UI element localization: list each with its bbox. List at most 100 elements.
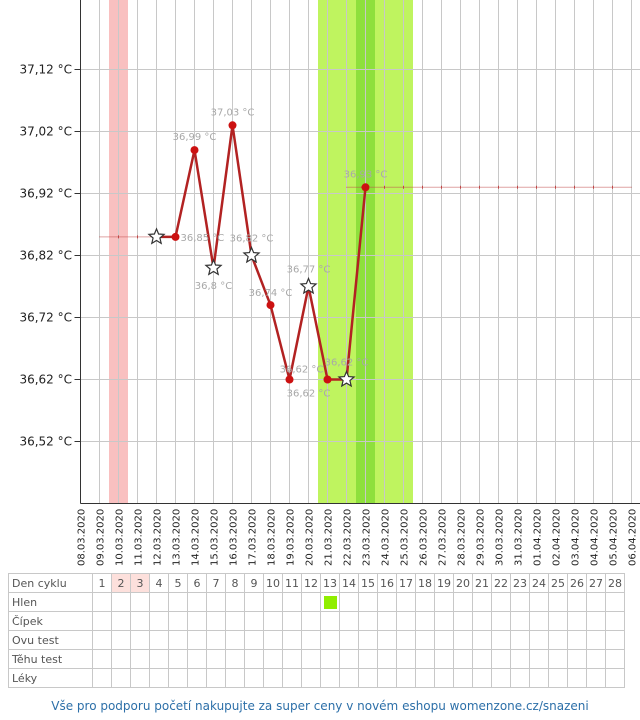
y-tick-label: 36,92 °C [19, 187, 72, 201]
temperature-data-label: 37,03 °C [211, 107, 255, 118]
cycle-day-cell: 1 [92, 573, 112, 593]
cycle-entry-cell [434, 592, 454, 612]
x-tick-label: 11.03.2020 [134, 509, 145, 566]
cycle-entry-cell [529, 592, 549, 612]
cycle-entry-cell [187, 630, 207, 650]
cycle-entry-cell [320, 630, 340, 650]
y-tick-label: 36,72 °C [19, 311, 72, 325]
cycle-day-cell: 16 [377, 573, 397, 593]
mucus-mark [323, 595, 337, 609]
cycle-entry-cell [263, 649, 283, 669]
cycle-day-cell: 27 [586, 573, 606, 593]
cycle-entry-cell [168, 630, 188, 650]
cycle-day-cell: 23 [510, 573, 530, 593]
temperature-data-label: 36,62 °C [287, 389, 331, 400]
cycle-entry-cell [548, 649, 568, 669]
cycle-entry-cell [301, 630, 321, 650]
x-tick-label: 05.04.2020 [609, 509, 620, 566]
x-tick-label: 04.04.2020 [590, 509, 601, 566]
cycle-day-cell: 28 [605, 573, 625, 593]
cycle-table-row: Čípek [8, 611, 625, 631]
cycle-entry-cell [529, 630, 549, 650]
cycle-entry-cell [339, 668, 359, 688]
cycle-entry-cell [111, 649, 131, 669]
cycle-day-cell: 15 [358, 573, 378, 593]
cycle-entry-cell [548, 592, 568, 612]
temperature-point [228, 121, 237, 130]
cycle-entry-cell [415, 611, 435, 631]
x-tick-label: 15.03.2020 [210, 509, 221, 566]
cycle-entry-cell [567, 611, 587, 631]
cycle-row-label: Čípek [8, 611, 93, 631]
cycle-entry-cell [111, 630, 131, 650]
cycle-entry-cell [472, 649, 492, 669]
cycle-entry-cell [130, 630, 150, 650]
cycle-entry-cell [491, 630, 511, 650]
cycle-entry-cell [358, 611, 378, 631]
cycle-day-cell: 17 [396, 573, 416, 593]
x-tick-label: 10.03.2020 [115, 509, 126, 566]
cycle-entry-cell [244, 630, 264, 650]
cycle-entry-cell [491, 668, 511, 688]
cycle-day-cell: 6 [187, 573, 207, 593]
cycle-entry-cell [453, 592, 473, 612]
cycle-entry-cell [149, 592, 169, 612]
x-tick-label: 14.03.2020 [191, 509, 202, 566]
x-tick-label: 06.04.2020 [628, 509, 639, 566]
temperature-point [266, 301, 275, 310]
cycle-entry-cell [282, 668, 302, 688]
cycle-entry-cell [92, 668, 112, 688]
x-tick-label: 24.03.2020 [381, 509, 392, 566]
temperature-data-label: 36,74 °C [249, 288, 293, 299]
cycle-entry-cell [206, 649, 226, 669]
cycle-day-cell: 7 [206, 573, 226, 593]
temperature-point-star [204, 258, 223, 276]
temperature-point [171, 232, 180, 241]
cycle-row-label: Den cyklu [8, 573, 93, 593]
cycle-entry-cell [529, 649, 549, 669]
cycle-entry-cell [510, 592, 530, 612]
eshop-footer-link[interactable]: Vše pro podporu početí nakupujte za supe… [51, 699, 589, 713]
x-tick-label: 28.03.2020 [457, 509, 468, 566]
cycle-entry-cell [339, 592, 359, 612]
cycle-entry-cell [225, 649, 245, 669]
cycle-entry-cell [92, 649, 112, 669]
cycle-entry-cell [358, 630, 378, 650]
cycle-entry-cell [453, 668, 473, 688]
cycle-entry-cell [586, 649, 606, 669]
cycle-row-label: Těhu test [8, 649, 93, 669]
cycle-day-cell: 25 [548, 573, 568, 593]
x-tick-label: 01.04.2020 [533, 509, 544, 566]
cycle-entry-cell [130, 611, 150, 631]
cycle-day-cell: 20 [453, 573, 473, 593]
cycle-entry-cell [434, 668, 454, 688]
x-tick-label: 19.03.2020 [286, 509, 297, 566]
cycle-entry-cell [472, 668, 492, 688]
cycle-day-cell: 14 [339, 573, 359, 593]
cycle-entry-cell [320, 611, 340, 631]
temperature-point-star [147, 227, 166, 245]
cycle-entry-cell [491, 592, 511, 612]
cycle-entry-cell [377, 668, 397, 688]
cycle-entry-cell [529, 611, 549, 631]
cycle-day-cell: 26 [567, 573, 587, 593]
cycle-entry-cell [225, 630, 245, 650]
x-tick-label: 08.03.2020 [77, 509, 88, 566]
cycle-entry-cell [605, 668, 625, 688]
cycle-day-cell: 21 [472, 573, 492, 593]
cycle-entry-cell [472, 611, 492, 631]
cycle-entry-cell [168, 592, 188, 612]
cycle-entry-cell [244, 668, 264, 688]
cycle-entry-cell [263, 592, 283, 612]
temperature-data-label: 36,8 °C [195, 281, 232, 292]
cycle-entry-cell [415, 668, 435, 688]
cycle-row-label: Léky [8, 668, 93, 688]
cycle-entry-cell [244, 592, 264, 612]
cycle-entry-cell [282, 630, 302, 650]
cycle-day-cell: 9 [244, 573, 264, 593]
temperature-point [285, 375, 294, 384]
cycle-entry-cell [263, 611, 283, 631]
temperature-data-label: 36,93 °C [344, 169, 388, 180]
x-tick-label: 27.03.2020 [438, 509, 449, 566]
cycle-day-cell: 5 [168, 573, 188, 593]
